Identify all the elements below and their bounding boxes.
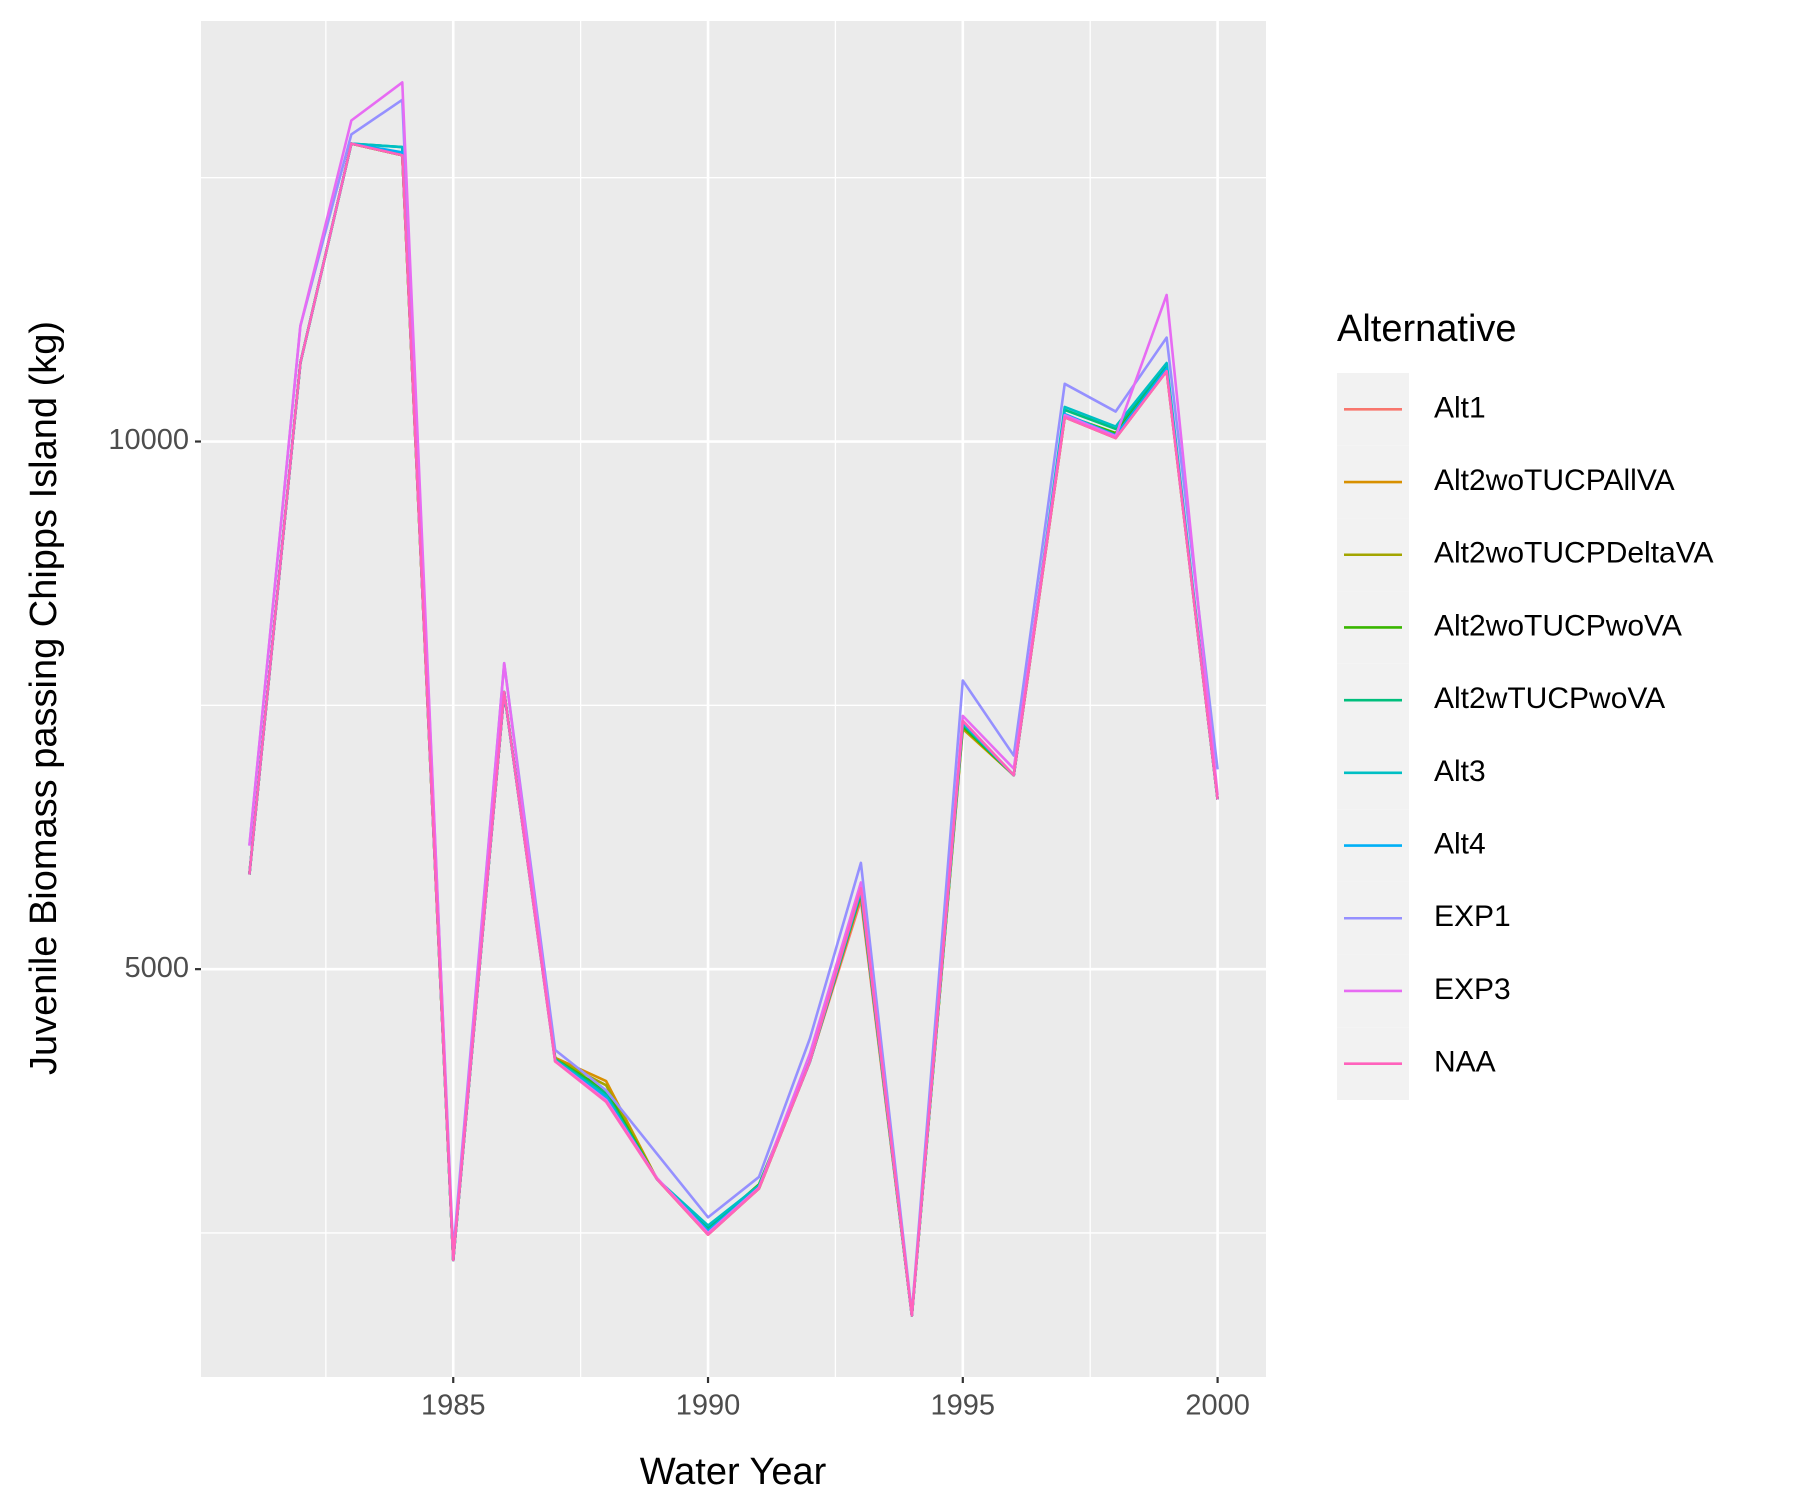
legend-title: Alternative	[1337, 308, 1517, 350]
legend-label: Alt4	[1434, 827, 1486, 860]
legend-label: Alt2woTUCPAllVA	[1434, 464, 1675, 497]
y-tick-label: 5000	[124, 952, 189, 984]
legend-label: Alt2wTUCPwoVA	[1434, 682, 1665, 715]
legend-label: EXP1	[1434, 900, 1511, 933]
legend-label: Alt3	[1434, 755, 1486, 788]
legend-label: NAA	[1434, 1046, 1496, 1079]
grid	[201, 21, 1266, 1377]
legend-label: Alt2woTUCPDeltaVA	[1434, 537, 1714, 570]
x-tick-label: 1985	[421, 1390, 486, 1422]
lines	[248, 81, 1219, 1317]
legend-label: Alt2woTUCPwoVA	[1434, 609, 1682, 642]
x-tick-label: 2000	[1185, 1390, 1250, 1422]
x-axis-title: Water Year	[640, 1451, 827, 1493]
y-tick-label: 10000	[108, 424, 189, 456]
legend: Alt1 Alt2woTUCPAllVA Alt2woTUCPDeltaVA Alt2…	[1337, 373, 1714, 1100]
x-tick-label: 1990	[676, 1390, 741, 1422]
panel-background	[201, 21, 1266, 1377]
y-axis-title: Juvenile Biomass passing Chipps Island (…	[23, 321, 65, 1075]
series-line	[248, 142, 1219, 1317]
x-tick-label: 1995	[931, 1390, 996, 1422]
legend-label: Alt1	[1434, 391, 1486, 424]
legend-label: EXP3	[1434, 973, 1511, 1006]
axes: 5000 10000 1985 1990 1995 2000	[108, 424, 1250, 1421]
